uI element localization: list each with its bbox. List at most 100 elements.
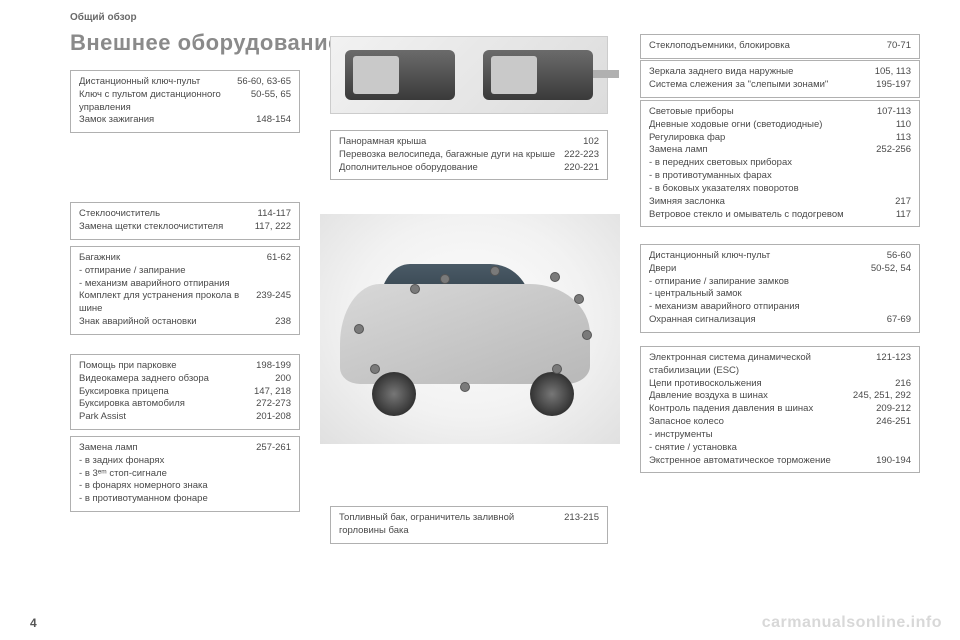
item-pages: 50-52, 54 (871, 263, 911, 276)
list-item: Помощь при парковке198-199 (79, 360, 291, 373)
item-label: Комплект для устранения прокола в шине (79, 290, 256, 316)
item-pages: 56-60, 63-65 (237, 76, 291, 89)
item-pages: 117, 222 (255, 221, 291, 234)
item-label: Замена ламп (79, 442, 256, 455)
car-wheel-icon (372, 372, 416, 416)
item-pages: 105, 113 (875, 66, 911, 79)
list-sub-item: в боковых указателях поворотов (649, 183, 911, 196)
key-fobs-image (330, 36, 608, 114)
list-sub-item: центральный замок (649, 288, 911, 301)
list-sub-item: в задних фонарях (79, 455, 291, 468)
item-pages: 61-62 (267, 252, 291, 265)
item-label: Зимняя заслонка (649, 196, 895, 209)
item-label: Багажник (79, 252, 267, 265)
page-number: 4 (30, 616, 37, 630)
list-item: Замок зажигания148-154 (79, 114, 291, 127)
left-box-3: Багажник61-62отпирание / запираниемехани… (70, 246, 300, 335)
item-pages: 121-123 (876, 352, 911, 378)
item-pages: 246-251 (876, 416, 911, 429)
list-item: Двери50-52, 54 (649, 263, 911, 276)
watermark: carmanualsonline.info (762, 614, 942, 632)
item-label: Видеокамера заднего обзора (79, 373, 275, 386)
item-pages: 56-60 (887, 250, 911, 263)
callout-dot (440, 274, 450, 284)
list-item: Буксировка автомобиля272-273 (79, 398, 291, 411)
car-wheel-icon (530, 372, 574, 416)
item-label: Буксировка автомобиля (79, 398, 256, 411)
item-label: Park Assist (79, 411, 256, 424)
item-label: Дневные ходовые огни (светодиодные) (649, 119, 896, 132)
list-sub-item: в передних световых приборах (649, 157, 911, 170)
item-label: Дополнительное оборудование (339, 162, 564, 175)
item-label: Система слежения за "слепыми зонами" (649, 79, 876, 92)
item-pages: 50-55, 65 (251, 89, 291, 115)
item-pages: 107-113 (877, 106, 911, 119)
item-pages: 200 (275, 373, 291, 386)
item-label: Зеркала заднего вида наружные (649, 66, 875, 79)
list-item: Экстренное автоматическое торможение190-… (649, 455, 911, 468)
list-item: Видеокамера заднего обзора200 (79, 373, 291, 386)
item-label: Давление воздуха в шинах (649, 390, 853, 403)
item-pages: 216 (895, 378, 911, 391)
list-item: Зимняя заслонка217 (649, 196, 911, 209)
page-title: Внешнее оборудование (70, 30, 341, 56)
list-item: Контроль падения давления в шинах209-212 (649, 403, 911, 416)
item-pages: 245, 251, 292 (853, 390, 911, 403)
list-item: Замена ламп257-261 (79, 442, 291, 455)
list-sub-item: отпирание / запирание (79, 265, 291, 278)
item-label: Дистанционный ключ-пульт (649, 250, 887, 263)
left-box-4: Помощь при парковке198-199Видеокамера за… (70, 354, 300, 430)
list-sub-item: механизм аварийного отпирания (79, 278, 291, 291)
item-pages: 222-223 (564, 149, 599, 162)
item-pages: 70-71 (887, 40, 911, 53)
callout-dot (354, 324, 364, 334)
list-item: Зеркала заднего вида наружные105, 113 (649, 66, 911, 79)
item-label: Замок зажигания (79, 114, 256, 127)
car-rear-image (320, 214, 620, 444)
list-item: Цепи противоскольжения216 (649, 378, 911, 391)
list-item: Дневные ходовые огни (светодиодные)110 (649, 119, 911, 132)
item-pages: 257-261 (256, 442, 291, 455)
list-item: Охранная сигнализация67-69 (649, 314, 911, 327)
item-pages: 217 (895, 196, 911, 209)
item-label: Световые приборы (649, 106, 877, 119)
left-box-2: Стеклоочиститель114-117Замена щетки стек… (70, 202, 300, 240)
right-box-1: Стеклоподъемники, блокировка70-71 (640, 34, 920, 59)
list-item: Световые приборы107-113 (649, 106, 911, 119)
callout-dot (550, 272, 560, 282)
item-pages: 195-197 (876, 79, 911, 92)
item-pages: 272-273 (256, 398, 291, 411)
list-item: Замена щетки стеклоочистителя117, 222 (79, 221, 291, 234)
list-item: Дистанционный ключ-пульт56-60, 63-65 (79, 76, 291, 89)
list-item: Стеклоочиститель114-117 (79, 208, 291, 221)
item-label: Помощь при парковке (79, 360, 256, 373)
list-item: Стеклоподъемники, блокировка70-71 (649, 40, 911, 53)
right-box-3: Световые приборы107-113Дневные ходовые о… (640, 100, 920, 227)
item-pages: 252-256 (876, 144, 911, 157)
callout-dot (410, 284, 420, 294)
item-pages: 190-194 (876, 455, 911, 468)
list-item: Панорамная крыша102 (339, 136, 599, 149)
list-item: Буксировка прицепа147, 218 (79, 386, 291, 399)
item-label: Стеклоочиститель (79, 208, 258, 221)
item-pages: 113 (896, 132, 911, 145)
item-label: Двери (649, 263, 871, 276)
item-pages: 114-117 (258, 208, 291, 221)
right-box-2: Зеркала заднего вида наружные105, 113Сис… (640, 60, 920, 98)
callout-dot (460, 382, 470, 392)
item-label: Знак аварийной остановки (79, 316, 275, 329)
item-pages: 117 (896, 209, 911, 222)
right-box-4: Дистанционный ключ-пульт56-60Двери50-52,… (640, 244, 920, 333)
list-item: Park Assist201-208 (79, 411, 291, 424)
middle-box-1: Панорамная крыша102Перевозка велосипеда,… (330, 130, 608, 180)
item-label: Буксировка прицепа (79, 386, 254, 399)
callout-dot (552, 364, 562, 374)
list-item: Дополнительное оборудование220-221 (339, 162, 599, 175)
list-item: Знак аварийной остановки238 (79, 316, 291, 329)
key-fob-icon (345, 50, 455, 100)
item-label: Контроль падения давления в шинах (649, 403, 876, 416)
list-sub-item: в 3ᵉᵐ стоп-сигнале (79, 468, 291, 481)
item-label: Запасное колесо (649, 416, 876, 429)
item-label: Панорамная крыша (339, 136, 583, 149)
callout-dot (574, 294, 584, 304)
